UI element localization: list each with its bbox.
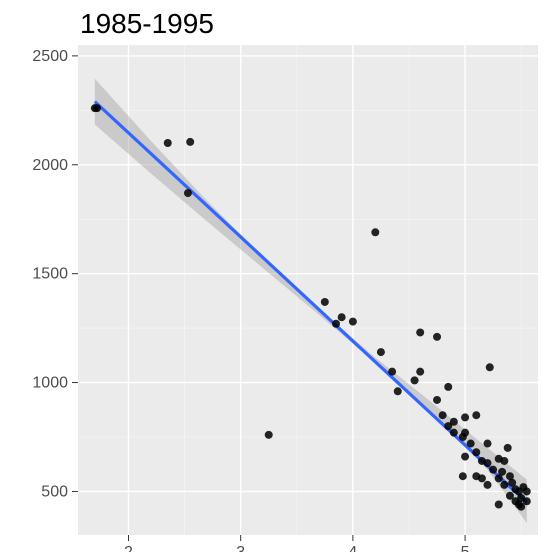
data-point xyxy=(388,368,396,376)
data-point xyxy=(184,189,192,197)
data-point xyxy=(444,383,452,391)
x-tick-label: 5 xyxy=(461,544,470,552)
data-point xyxy=(504,444,512,452)
chart-svg: 2 3 4 5 500 1000 1500 2000 2500 xyxy=(0,0,548,552)
data-point xyxy=(459,472,467,480)
x-tick-label: 3 xyxy=(236,544,245,552)
data-point xyxy=(484,440,492,448)
data-point xyxy=(486,363,494,371)
data-point xyxy=(495,501,503,509)
y-tick-label: 1000 xyxy=(32,375,68,392)
data-point xyxy=(371,228,379,236)
data-point xyxy=(500,457,508,465)
x-tick-label: 2 xyxy=(124,544,133,552)
data-point xyxy=(411,376,419,384)
data-point xyxy=(321,298,329,306)
data-point xyxy=(461,429,469,437)
data-point xyxy=(498,468,506,476)
data-point xyxy=(461,413,469,421)
data-point xyxy=(439,411,447,419)
data-point xyxy=(164,139,172,147)
data-point xyxy=(377,348,385,356)
y-tick-label: 2500 xyxy=(32,48,68,65)
data-point xyxy=(186,138,194,146)
data-point xyxy=(93,104,101,112)
y-tick-label: 2000 xyxy=(32,157,68,174)
data-point xyxy=(461,453,469,461)
data-point xyxy=(478,474,486,482)
data-point xyxy=(489,466,497,474)
data-point xyxy=(265,431,273,439)
data-point xyxy=(433,333,441,341)
data-point xyxy=(416,328,424,336)
data-point xyxy=(472,448,480,456)
plot-panel xyxy=(78,45,538,535)
y-tick-label: 500 xyxy=(41,483,68,500)
data-point xyxy=(338,313,346,321)
data-point xyxy=(484,459,492,467)
data-point xyxy=(332,320,340,328)
data-point xyxy=(450,429,458,437)
chart-title: 1985-1995 xyxy=(80,8,214,40)
data-point xyxy=(523,487,531,495)
y-tick-label: 1500 xyxy=(32,266,68,283)
data-point xyxy=(484,481,492,489)
data-point xyxy=(433,396,441,404)
data-point xyxy=(472,411,480,419)
data-point xyxy=(394,387,402,395)
data-point xyxy=(450,418,458,426)
data-point xyxy=(500,481,508,489)
scatter-chart: 1985-1995 2 3 4 5 500 1000 1500 2000 2500 xyxy=(0,0,548,552)
data-point xyxy=(416,368,424,376)
data-point xyxy=(349,318,357,326)
x-tick-label: 4 xyxy=(348,544,357,552)
data-point xyxy=(523,497,531,505)
data-point xyxy=(467,440,475,448)
